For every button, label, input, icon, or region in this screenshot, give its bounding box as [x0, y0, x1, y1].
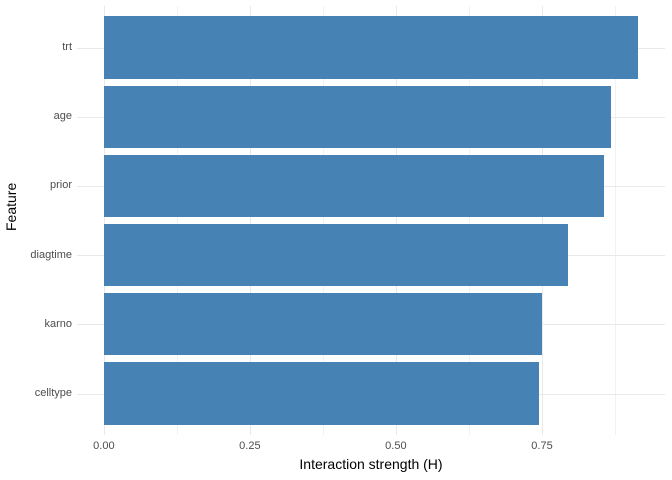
- bar-diagtime: [103, 224, 569, 287]
- x-tick-label-0.50: 0.50: [385, 440, 407, 452]
- x-minor-gridline: [322, 6, 324, 435]
- y-tick-label-diagtime: diagtime: [30, 248, 72, 261]
- x-minor-gridline: [469, 6, 470, 435]
- x-tick-label-0.75: 0.75: [531, 440, 553, 452]
- y-tick-label-prior: prior: [49, 179, 72, 192]
- y-tick-label-karno: karno: [44, 317, 72, 330]
- x-major-gridline: [542, 6, 543, 435]
- y-tick-label-trt: trt: [62, 41, 72, 53]
- x-minor-gridline: [615, 6, 616, 435]
- y-tick-label-age: age: [53, 110, 72, 123]
- x-tick-label-0.00: 0.00: [93, 440, 115, 452]
- x-major-gridline: [103, 6, 105, 435]
- y-axis-title: Feature: [3, 182, 19, 231]
- bar-celltype: [103, 362, 540, 425]
- x-major-gridline: [249, 6, 251, 435]
- x-tick-label-0.25: 0.25: [239, 440, 261, 452]
- y-tick-label-celltype: celltype: [34, 387, 72, 399]
- bar-karno: [103, 293, 542, 356]
- bar-trt: [103, 16, 638, 79]
- x-axis-title: Interaction strength (H): [299, 456, 443, 472]
- x-minor-gridline: [176, 6, 178, 435]
- bar-prior: [103, 154, 605, 218]
- bar-age: [103, 85, 611, 148]
- x-major-gridline: [395, 6, 397, 435]
- plot-panel: [77, 6, 665, 435]
